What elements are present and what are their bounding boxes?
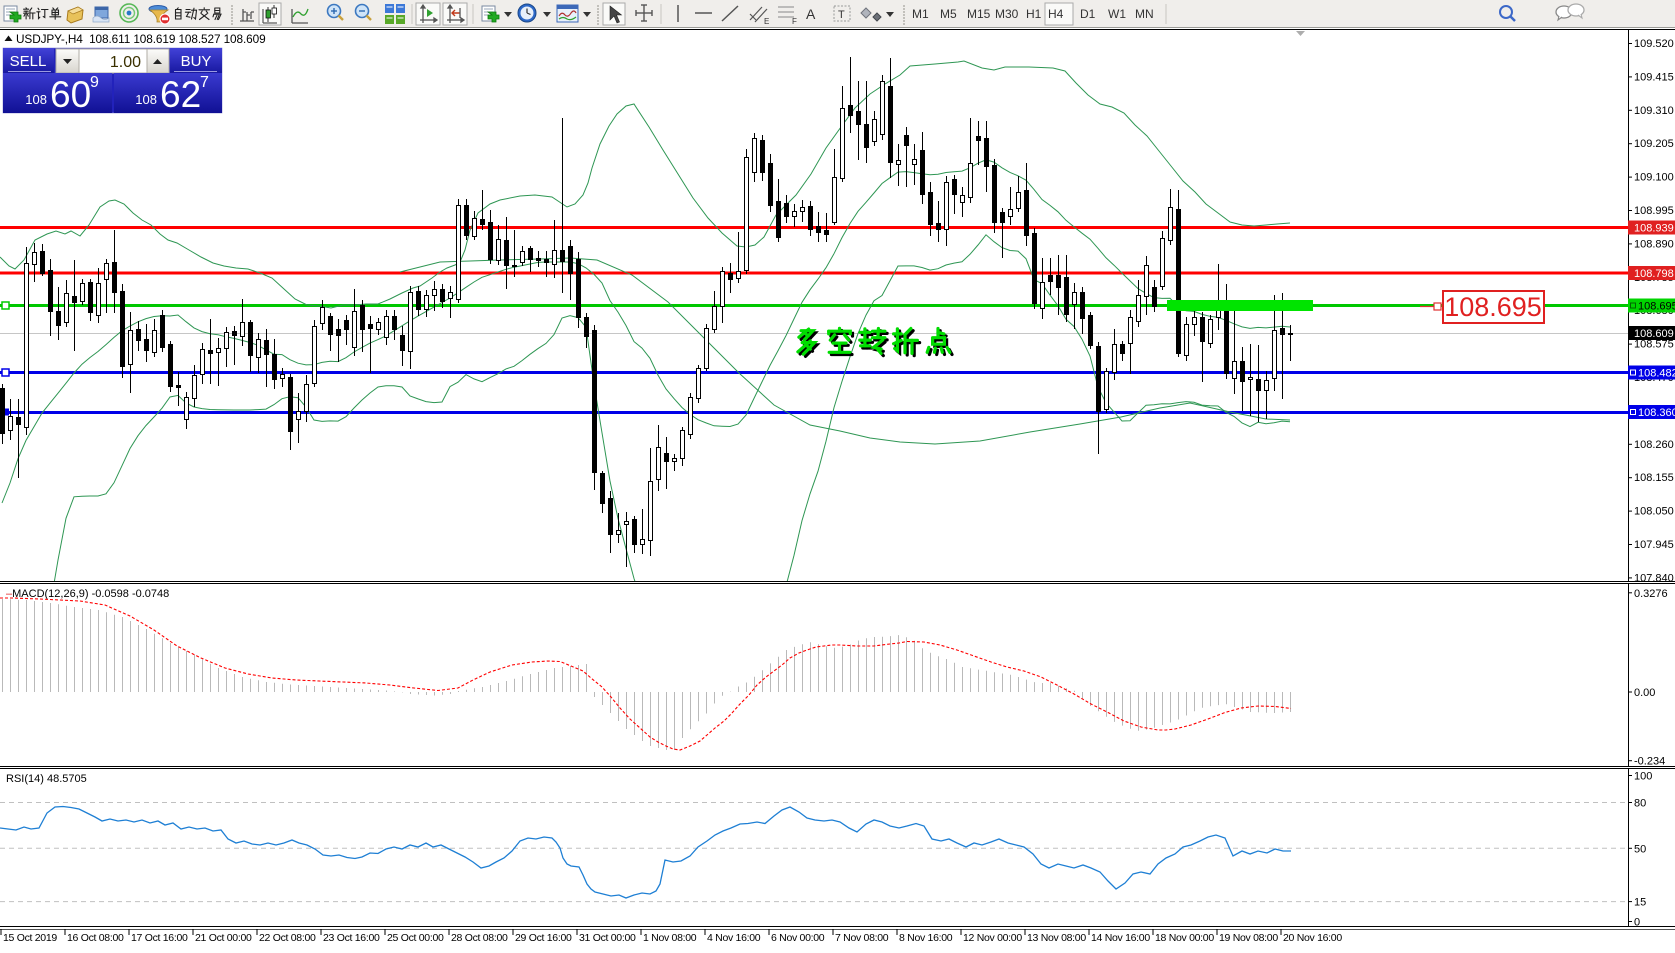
svg-text:6 Nov 00:00: 6 Nov 00:00 xyxy=(771,932,825,944)
svg-text:108.482: 108.482 xyxy=(1638,368,1675,380)
svg-text:21 Oct 00:00: 21 Oct 00:00 xyxy=(195,932,252,944)
svg-text:108.995: 108.995 xyxy=(1634,205,1674,217)
svg-text:7: 7 xyxy=(200,74,209,91)
svg-text:-0.234: -0.234 xyxy=(1634,756,1665,768)
svg-text:4 Nov 16:00: 4 Nov 16:00 xyxy=(707,932,761,944)
svg-text:109.310: 109.310 xyxy=(1634,105,1674,117)
svg-text:23 Oct 16:00: 23 Oct 16:00 xyxy=(323,932,380,944)
svg-text:T: T xyxy=(838,9,845,21)
svg-text:M5: M5 xyxy=(940,7,957,21)
svg-text:20 Nov 16:00: 20 Nov 16:00 xyxy=(1283,932,1342,944)
svg-text:108.609: 108.609 xyxy=(1634,328,1674,340)
svg-text:108.155: 108.155 xyxy=(1634,472,1674,484)
svg-text:22 Oct 08:00: 22 Oct 08:00 xyxy=(259,932,316,944)
svg-text:109.205: 109.205 xyxy=(1634,138,1674,150)
svg-text:BUY: BUY xyxy=(181,53,212,70)
svg-text:108.260: 108.260 xyxy=(1634,439,1674,451)
svg-text:60: 60 xyxy=(50,74,91,115)
svg-text:108.695: 108.695 xyxy=(1444,292,1542,322)
svg-text:1.00: 1.00 xyxy=(110,54,141,71)
svg-text:SELL: SELL xyxy=(10,53,47,70)
svg-text:0.00: 0.00 xyxy=(1634,687,1655,699)
svg-text:108.575: 108.575 xyxy=(1634,339,1674,351)
svg-text:107.945: 107.945 xyxy=(1634,539,1674,551)
svg-text:108.939: 108.939 xyxy=(1634,223,1674,235)
svg-text:109.520: 109.520 xyxy=(1634,38,1674,50)
svg-text:107.840: 107.840 xyxy=(1634,572,1674,584)
svg-text:0.3276: 0.3276 xyxy=(1634,588,1668,600)
svg-text:D1: D1 xyxy=(1080,7,1096,21)
svg-text:29 Oct 16:00: 29 Oct 16:00 xyxy=(515,932,572,944)
svg-text:31 Oct 00:00: 31 Oct 00:00 xyxy=(579,932,636,944)
svg-text:F: F xyxy=(792,17,797,26)
svg-text:M30: M30 xyxy=(995,7,1019,21)
svg-text:–MACD(12,26,9) -0.0598 -0.0748: –MACD(12,26,9) -0.0598 -0.0748 xyxy=(6,588,169,600)
svg-text:H1: H1 xyxy=(1026,7,1042,21)
svg-text:USDJPY-,H4 108.611 108.619 10: USDJPY-,H4 108.611 108.619 108.527 108.6… xyxy=(16,32,266,46)
svg-text:12 Nov 00:00: 12 Nov 00:00 xyxy=(963,932,1022,944)
svg-text:108.798: 108.798 xyxy=(1634,268,1674,280)
svg-text:108.890: 108.890 xyxy=(1634,238,1674,250)
svg-text:14 Nov 16:00: 14 Nov 16:00 xyxy=(1091,932,1150,944)
svg-text:13 Nov 08:00: 13 Nov 08:00 xyxy=(1027,932,1086,944)
svg-text:108: 108 xyxy=(135,92,157,107)
svg-text:109.415: 109.415 xyxy=(1634,71,1674,83)
svg-text:19 Nov 08:00: 19 Nov 08:00 xyxy=(1219,932,1278,944)
svg-text:E: E xyxy=(764,17,769,26)
svg-text:A: A xyxy=(806,6,816,22)
svg-text:15 Oct 2019: 15 Oct 2019 xyxy=(3,932,57,944)
svg-text:15: 15 xyxy=(1634,897,1646,909)
svg-text:28 Oct 08:00: 28 Oct 08:00 xyxy=(451,932,508,944)
svg-text:100: 100 xyxy=(1634,771,1652,783)
svg-text:1 Nov 08:00: 1 Nov 08:00 xyxy=(643,932,697,944)
svg-text:MN: MN xyxy=(1135,7,1154,21)
svg-text:9: 9 xyxy=(90,74,99,91)
svg-text:80: 80 xyxy=(1634,798,1646,810)
svg-text:108.360: 108.360 xyxy=(1638,407,1675,419)
svg-text:108: 108 xyxy=(25,92,47,107)
svg-text:M1: M1 xyxy=(912,7,929,21)
svg-text:17 Oct 16:00: 17 Oct 16:00 xyxy=(131,932,188,944)
svg-text:109.100: 109.100 xyxy=(1634,172,1674,184)
svg-text:25 Oct 00:00: 25 Oct 00:00 xyxy=(387,932,444,944)
svg-text:62: 62 xyxy=(160,74,201,115)
svg-text:H4: H4 xyxy=(1048,7,1064,21)
svg-text:0: 0 xyxy=(1634,917,1640,929)
svg-text:16 Oct 08:00: 16 Oct 08:00 xyxy=(67,932,124,944)
svg-text:108.695: 108.695 xyxy=(1638,301,1675,313)
svg-text:108.050: 108.050 xyxy=(1634,506,1674,518)
svg-text:8 Nov 16:00: 8 Nov 16:00 xyxy=(899,932,953,944)
svg-text:M15: M15 xyxy=(967,7,991,21)
svg-text:W1: W1 xyxy=(1108,7,1126,21)
svg-text:18 Nov 00:00: 18 Nov 00:00 xyxy=(1155,932,1214,944)
svg-text:50: 50 xyxy=(1634,843,1646,855)
svg-text:7 Nov 08:00: 7 Nov 08:00 xyxy=(835,932,889,944)
svg-text:RSI(14) 48.5705: RSI(14) 48.5705 xyxy=(6,773,87,785)
